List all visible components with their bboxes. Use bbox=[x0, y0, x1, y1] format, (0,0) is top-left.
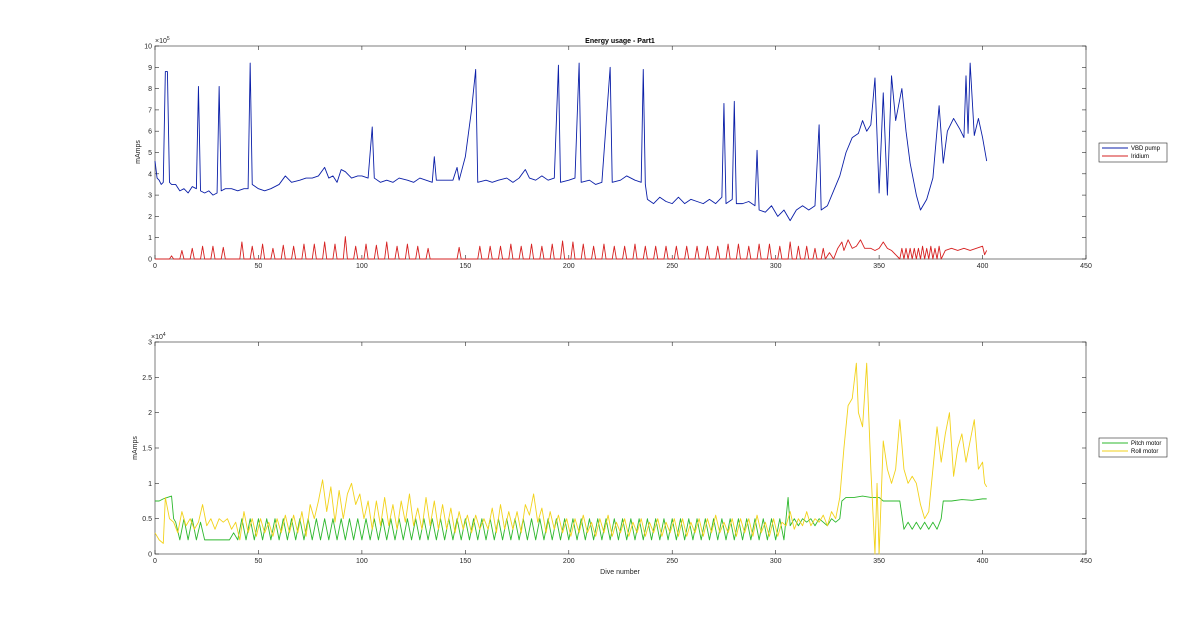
top-x-tick-label: 50 bbox=[255, 263, 263, 270]
bottom-y-axis-label: mAmps bbox=[132, 436, 139, 460]
top-y-tick-label: 10 bbox=[144, 44, 152, 51]
bottom-legend: Pitch motor Roll motor bbox=[1098, 437, 1168, 458]
top-y-exponent-base: ×10 bbox=[155, 38, 167, 45]
bottom-x-tick-label: 250 bbox=[666, 558, 678, 565]
bottom-x-tick-label: 0 bbox=[153, 558, 157, 565]
bottom-y-exponent-power: 4 bbox=[163, 332, 166, 338]
series-line-roll-motor bbox=[154, 362, 988, 555]
bottom-y-tick-label: 1.5 bbox=[142, 446, 152, 453]
bottom-x-tick-label: 50 bbox=[255, 558, 263, 565]
bottom-y-tick-label: 2.5 bbox=[142, 375, 152, 382]
top-x-tick-label: 200 bbox=[563, 263, 575, 270]
top-x-tick-label: 0 bbox=[153, 263, 157, 270]
top-x-tick-label: 250 bbox=[666, 263, 678, 270]
top-y-tick-label: 6 bbox=[148, 129, 152, 136]
top-y-tick-label: 4 bbox=[148, 171, 152, 178]
bottom-x-tick-label: 200 bbox=[563, 558, 575, 565]
legend-label-vbd-pump: VBD pump bbox=[1131, 146, 1161, 152]
bottom-x-tick-label: 300 bbox=[770, 558, 782, 565]
top-y-exponent: ×105 bbox=[155, 36, 170, 45]
top-y-tick-label: 3 bbox=[148, 193, 152, 200]
top-y-tick-label: 7 bbox=[148, 107, 152, 114]
bottom-y-tick-label: 0 bbox=[148, 552, 152, 559]
bottom-axis-ticks: 0 50 100 150 200 250 300 350 400 450 0 0.5 1 1.5 2 2.5 3 bbox=[142, 340, 1092, 566]
series-line-iridium bbox=[155, 236, 988, 260]
top-series-group bbox=[154, 62, 988, 260]
bottom-y-tick-label: 1 bbox=[148, 481, 152, 488]
series-line-vbd-pump bbox=[154, 62, 988, 222]
bottom-y-tick-label: 3 bbox=[148, 340, 152, 347]
bottom-y-tick-label: 2 bbox=[148, 410, 152, 417]
bottom-y-exponent-base: ×10 bbox=[151, 334, 163, 341]
bottom-x-tick-label: 400 bbox=[977, 558, 989, 565]
top-y-exponent-power: 5 bbox=[167, 36, 170, 42]
bottom-x-tick-label: 150 bbox=[459, 558, 471, 565]
top-x-tick-label: 400 bbox=[977, 263, 989, 270]
top-chart: 0 50 100 150 200 250 300 350 400 450012345678910 … bbox=[135, 36, 1168, 271]
top-y-tick-label: 8 bbox=[148, 86, 152, 93]
top-axis-ticks: 0 50 100 150 200 250 300 350 400 450 0 1 2 3 4 5 6 7 8 9 10 bbox=[144, 44, 1092, 271]
top-x-tick-label: 300 bbox=[770, 263, 782, 270]
top-x-tick-label: 150 bbox=[459, 263, 471, 270]
top-plot-area bbox=[154, 45, 1087, 260]
top-y-tick-label: 1 bbox=[148, 235, 152, 242]
top-x-tick-label: 450 bbox=[1080, 263, 1092, 270]
top-y-tick-label: 9 bbox=[148, 65, 152, 72]
top-y-tick-label: 5 bbox=[148, 150, 152, 157]
top-legend: VBD pump Iridium bbox=[1098, 142, 1168, 163]
top-x-tick-label: 100 bbox=[356, 263, 368, 270]
bottom-y-tick-label: 0.5 bbox=[142, 516, 152, 523]
bottom-x-tick-label: 350 bbox=[873, 558, 885, 565]
bottom-chart: 0 50 100 150 200 250 300 350 400 450 0 0.5 1 1.5 2 2.5 3… bbox=[132, 332, 1168, 576]
bottom-plot-area bbox=[154, 341, 1087, 555]
series-line-pitch-motor bbox=[155, 495, 987, 541]
bottom-x-axis-label: Dive number bbox=[600, 569, 640, 576]
top-y-axis-label: mAmps bbox=[135, 140, 142, 164]
legend-label-pitch-motor: Pitch motor bbox=[1131, 441, 1161, 447]
top-x-tick-label: 350 bbox=[873, 263, 885, 270]
top-y-tick-label: 2 bbox=[148, 214, 152, 221]
bottom-series-group bbox=[154, 362, 988, 555]
top-chart-title: Energy usage - Part1 bbox=[585, 38, 655, 45]
bottom-y-exponent: ×104 bbox=[151, 332, 166, 341]
legend-label-iridium: Iridium bbox=[1131, 154, 1149, 160]
bottom-x-tick-label: 100 bbox=[356, 558, 368, 565]
top-y-tick-label: 0 bbox=[148, 257, 152, 264]
legend-label-roll-motor: Roll motor bbox=[1131, 449, 1158, 455]
bottom-x-tick-label: 450 bbox=[1080, 558, 1092, 565]
